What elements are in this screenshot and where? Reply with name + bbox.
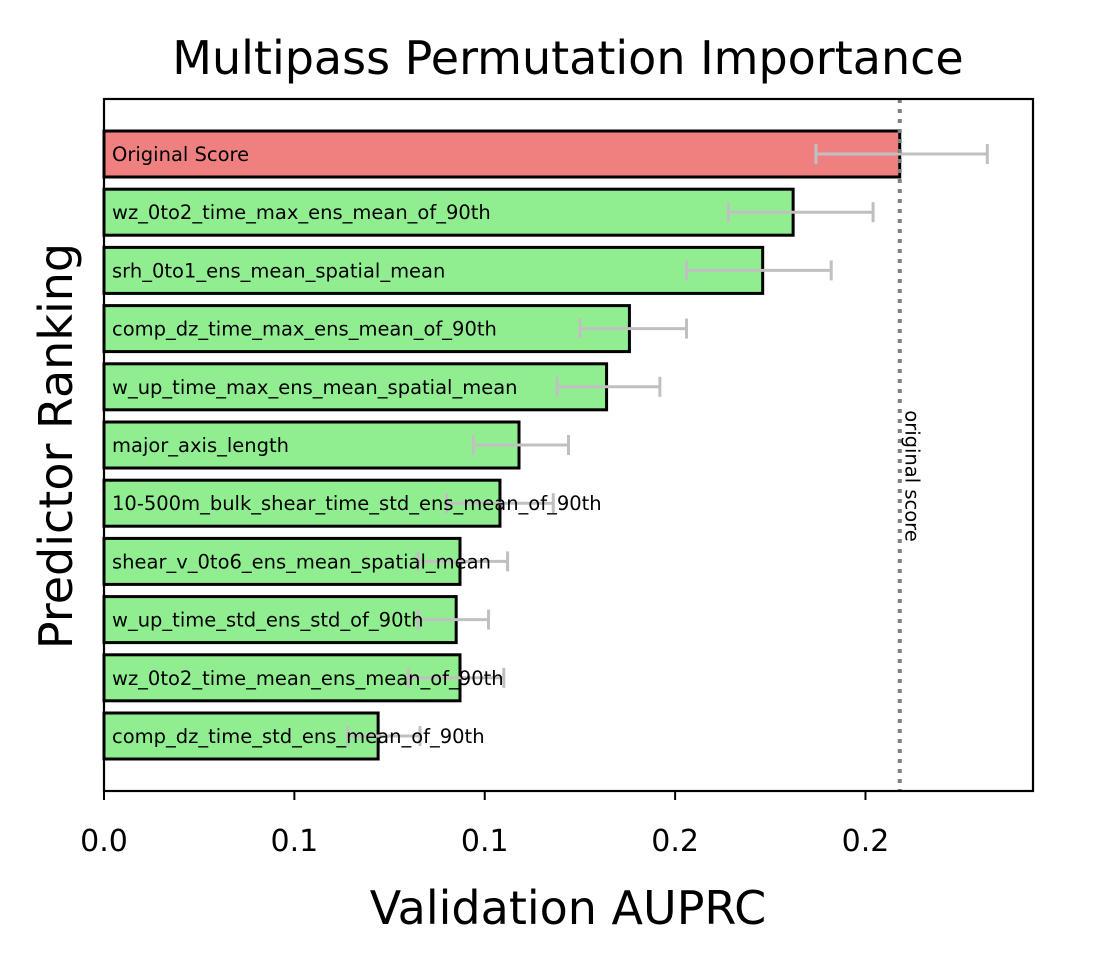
bar-label: wz_0to2_time_max_ens_mean_of_90th: [112, 201, 491, 224]
error-bar: [814, 144, 989, 164]
reference-line-label: original score: [901, 410, 924, 541]
bar: [102, 245, 765, 295]
error-bar: [445, 493, 555, 514]
error-bar: [416, 551, 510, 572]
bar-label: shear_v_0to6_ens_mean_spatial_mean: [112, 550, 491, 573]
bar-label: srh_0to1_ens_mean_spatial_mean: [112, 259, 445, 282]
error-bar: [726, 202, 875, 223]
error-bar: [416, 609, 491, 630]
x-tick-label: 0.2: [842, 824, 890, 859]
x-tick-label: 0.0: [80, 824, 128, 859]
x-axis-label: Validation AUPRC: [370, 881, 766, 935]
x-tick-label: 0.1: [271, 824, 319, 859]
bar-label: wz_0to2_time_mean_ens_mean_of_90th: [112, 667, 504, 690]
chart-title: Multipass Permutation Importance: [172, 31, 963, 85]
bar: [102, 362, 609, 412]
y-axis-label: Predictor Ranking: [29, 243, 83, 649]
error-bar: [346, 726, 422, 746]
x-tick-label: 0.1: [461, 824, 509, 859]
bar: [102, 478, 502, 528]
bar-label: major_axis_length: [112, 434, 289, 457]
plot-area-frame: [102, 97, 1035, 793]
bar: [102, 187, 795, 237]
bar-label: w_up_time_max_ens_mean_spatial_mean: [112, 376, 518, 399]
error-bars-layer: [346, 144, 989, 746]
bars-layer: [102, 129, 902, 761]
x-tick-label: 0.2: [651, 824, 699, 859]
error-bar: [685, 260, 833, 281]
error-bar: [578, 318, 689, 339]
error-bar: [471, 435, 570, 455]
bar-labels-layer: Original Score wz_0to2_time_max_ens_mean_…: [112, 143, 602, 748]
bar-label: w_up_time_std_ens_std_of_90th: [112, 609, 424, 632]
bar-label: comp_dz_time_std_ens_mean_of_90th: [112, 725, 485, 748]
x-axis-ticks: 0.0 0.1 0.1 0.2 0.2: [80, 791, 889, 859]
bar-label: comp_dz_time_max_ens_mean_of_90th: [112, 318, 497, 341]
error-bar: [407, 667, 506, 688]
bar-label: 10-500m_bulk_shear_time_std_ens_mean_of_…: [112, 492, 602, 515]
bar-label: Original Score: [112, 143, 249, 166]
error-bar: [555, 376, 662, 397]
